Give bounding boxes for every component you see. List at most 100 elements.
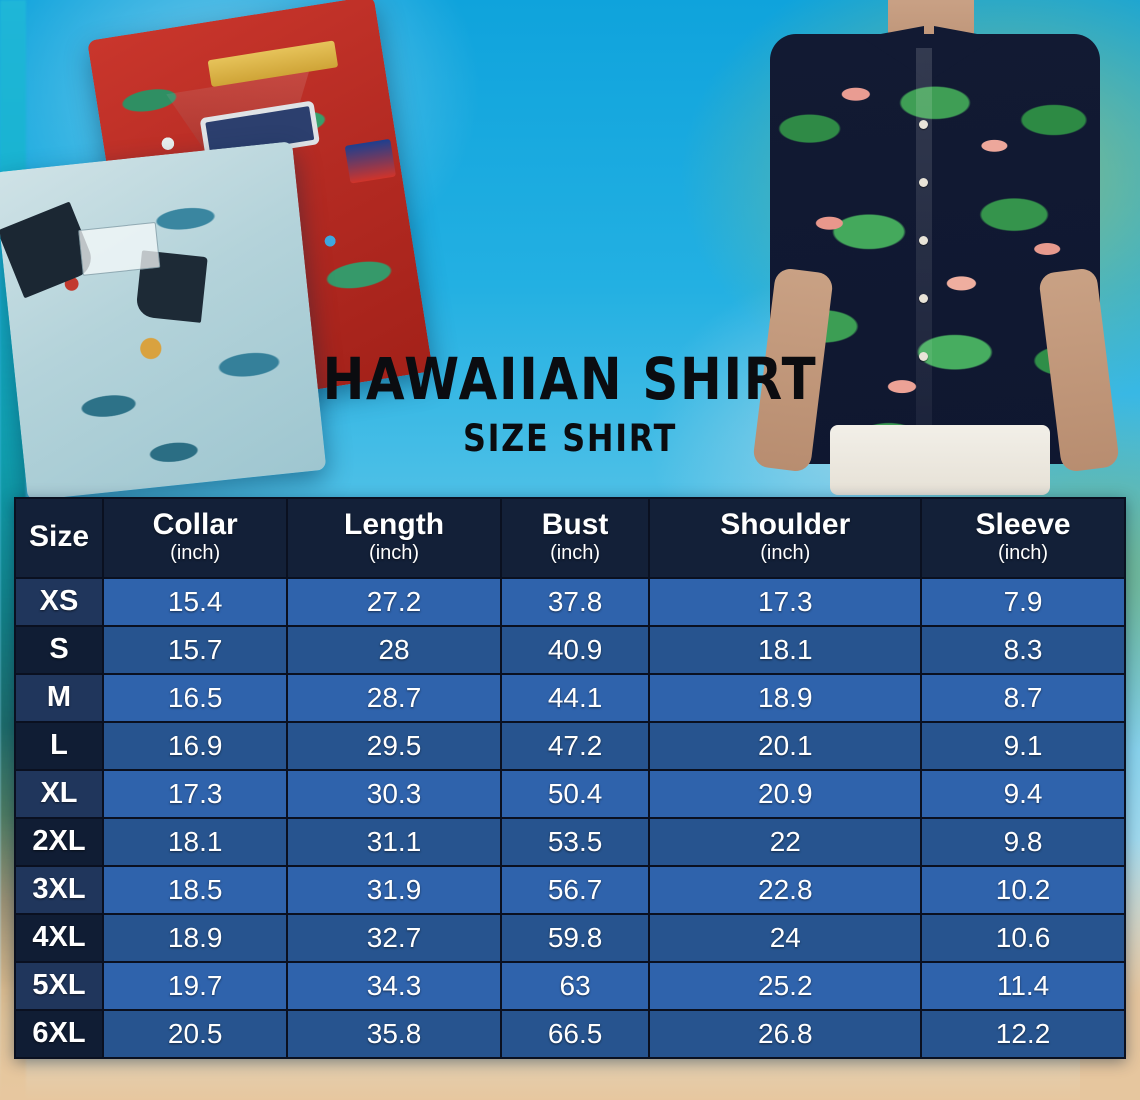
column-header-size: Size <box>14 497 104 579</box>
size-label-cell: L <box>14 720 104 771</box>
measurement-cell-bust: 40.9 <box>499 624 651 675</box>
measurement-cell-length: 27.2 <box>286 576 502 627</box>
column-header-label: Length <box>344 508 445 541</box>
model-white-pants <box>830 425 1050 495</box>
measurement-cell-collar: 16.9 <box>101 720 289 771</box>
shirt-pocket <box>78 221 161 277</box>
table-row: S 15.7 28 40.9 18.1 8.3 <box>14 624 1126 675</box>
table-row: M 16.5 28.7 44.1 18.9 8.7 <box>14 672 1126 723</box>
column-header-sleeve: Sleeve (inch) <box>920 497 1126 579</box>
shirt-button <box>919 178 928 187</box>
measurement-cell-shoulder: 20.1 <box>648 720 923 771</box>
measurement-cell-sleeve: 9.1 <box>920 720 1126 771</box>
size-label-cell: 3XL <box>14 864 104 915</box>
measurement-cell-bust: 59.8 <box>499 912 651 963</box>
table-row: 4XL 18.9 32.7 59.8 24 10.6 <box>14 912 1126 963</box>
measurement-cell-sleeve: 10.2 <box>920 864 1126 915</box>
measurement-cell-length: 34.3 <box>286 960 502 1011</box>
measurement-cell-bust: 50.4 <box>499 768 651 819</box>
model-photo <box>720 0 1140 495</box>
shirt-brand-badge <box>344 139 397 184</box>
table-row: XS 15.4 27.2 37.8 17.3 7.9 <box>14 576 1126 627</box>
column-header-label: Shoulder <box>720 508 851 541</box>
table-body: XS 15.4 27.2 37.8 17.3 7.9 S 15.7 28 40.9 18.1 8.3 M… <box>14 576 1126 1059</box>
table-row: 3XL 18.5 31.9 56.7 22.8 10.2 <box>14 864 1126 915</box>
measurement-cell-collar: 15.4 <box>101 576 289 627</box>
size-label-cell: M <box>14 672 104 723</box>
measurement-cell-sleeve: 12.2 <box>920 1008 1126 1059</box>
measurement-cell-shoulder: 18.9 <box>648 672 923 723</box>
table-row: 2XL 18.1 31.1 53.5 22 9.8 <box>14 816 1126 867</box>
size-label-cell: S <box>14 624 104 675</box>
size-label-cell: 6XL <box>14 1008 104 1059</box>
page-subtitle: SIZE SHIRT <box>462 417 678 460</box>
measurement-cell-collar: 19.7 <box>101 960 289 1011</box>
measurement-cell-bust: 47.2 <box>499 720 651 771</box>
column-header-collar: Collar (inch) <box>101 497 289 579</box>
column-header-length: Length (inch) <box>286 497 502 579</box>
shirt-button <box>919 294 928 303</box>
title-block: HAWAIIAN SHIRT SIZE SHIRT <box>0 350 1140 457</box>
shirt-button <box>919 120 928 129</box>
table-row: 5XL 19.7 34.3 63 25.2 11.4 <box>14 960 1126 1011</box>
measurement-cell-bust: 53.5 <box>499 816 651 867</box>
shirt-button <box>919 352 928 361</box>
measurement-cell-length: 29.5 <box>286 720 502 771</box>
measurement-cell-sleeve: 8.7 <box>920 672 1126 723</box>
measurement-cell-shoulder: 17.3 <box>648 576 923 627</box>
measurement-cell-length: 30.3 <box>286 768 502 819</box>
measurement-cell-bust: 56.7 <box>499 864 651 915</box>
size-label-cell: XS <box>14 576 104 627</box>
measurement-cell-collar: 18.1 <box>101 816 289 867</box>
measurement-cell-length: 28 <box>286 624 502 675</box>
model-shirt-torso <box>770 34 1100 464</box>
column-header-unit: (inch) <box>998 541 1049 564</box>
column-header-shoulder: Shoulder (inch) <box>648 497 923 579</box>
measurement-cell-bust: 63 <box>499 960 651 1011</box>
size-label-cell: 2XL <box>14 816 104 867</box>
measurement-cell-sleeve: 11.4 <box>920 960 1126 1011</box>
measurement-cell-collar: 16.5 <box>101 672 289 723</box>
size-label-cell: XL <box>14 768 104 819</box>
size-label-cell: 4XL <box>14 912 104 963</box>
page-title: HAWAIIAN SHIRT <box>322 345 818 413</box>
measurement-cell-sleeve: 8.3 <box>920 624 1126 675</box>
column-header-label: Collar <box>152 508 238 541</box>
measurement-cell-shoulder: 22 <box>648 816 923 867</box>
table-header: Size Collar (inch) Length (inch) Bust (inch) Sh… <box>14 497 1126 579</box>
table-row: L 16.9 29.5 47.2 20.1 9.1 <box>14 720 1126 771</box>
column-header-label: Sleeve <box>975 508 1071 541</box>
column-header-unit: (inch) <box>550 541 601 564</box>
size-chart-table: Size Collar (inch) Length (inch) Bust (inch) Sh… <box>14 497 1126 1059</box>
measurement-cell-shoulder: 24 <box>648 912 923 963</box>
size-label-cell: 5XL <box>14 960 104 1011</box>
measurement-cell-length: 35.8 <box>286 1008 502 1059</box>
measurement-cell-bust: 44.1 <box>499 672 651 723</box>
measurement-cell-collar: 17.3 <box>101 768 289 819</box>
measurement-cell-shoulder: 26.8 <box>648 1008 923 1059</box>
table-header-row: Size Collar (inch) Length (inch) Bust (inch) Sh… <box>14 497 1126 579</box>
measurement-cell-sleeve: 10.6 <box>920 912 1126 963</box>
column-header-label: Size <box>28 520 90 553</box>
measurement-cell-shoulder: 20.9 <box>648 768 923 819</box>
measurement-cell-sleeve: 9.4 <box>920 768 1126 819</box>
measurement-cell-sleeve: 9.8 <box>920 816 1126 867</box>
measurement-cell-collar: 15.7 <box>101 624 289 675</box>
size-chart-container: Size Collar (inch) Length (inch) Bust (inch) Sh… <box>14 497 1126 1059</box>
table-row: 6XL 20.5 35.8 66.5 26.8 12.2 <box>14 1008 1126 1059</box>
column-header-unit: (inch) <box>369 541 420 564</box>
measurement-cell-collar: 20.5 <box>101 1008 289 1059</box>
column-header-unit: (inch) <box>170 541 221 564</box>
measurement-cell-length: 31.1 <box>286 816 502 867</box>
column-header-label: Bust <box>541 508 609 541</box>
measurement-cell-shoulder: 18.1 <box>648 624 923 675</box>
column-header-bust: Bust (inch) <box>499 497 651 579</box>
shirt-button <box>919 236 928 245</box>
measurement-cell-bust: 66.5 <box>499 1008 651 1059</box>
measurement-cell-length: 32.7 <box>286 912 502 963</box>
measurement-cell-shoulder: 22.8 <box>648 864 923 915</box>
measurement-cell-collar: 18.5 <box>101 864 289 915</box>
table-row: XL 17.3 30.3 50.4 20.9 9.4 <box>14 768 1126 819</box>
measurement-cell-length: 28.7 <box>286 672 502 723</box>
measurement-cell-bust: 37.8 <box>499 576 651 627</box>
